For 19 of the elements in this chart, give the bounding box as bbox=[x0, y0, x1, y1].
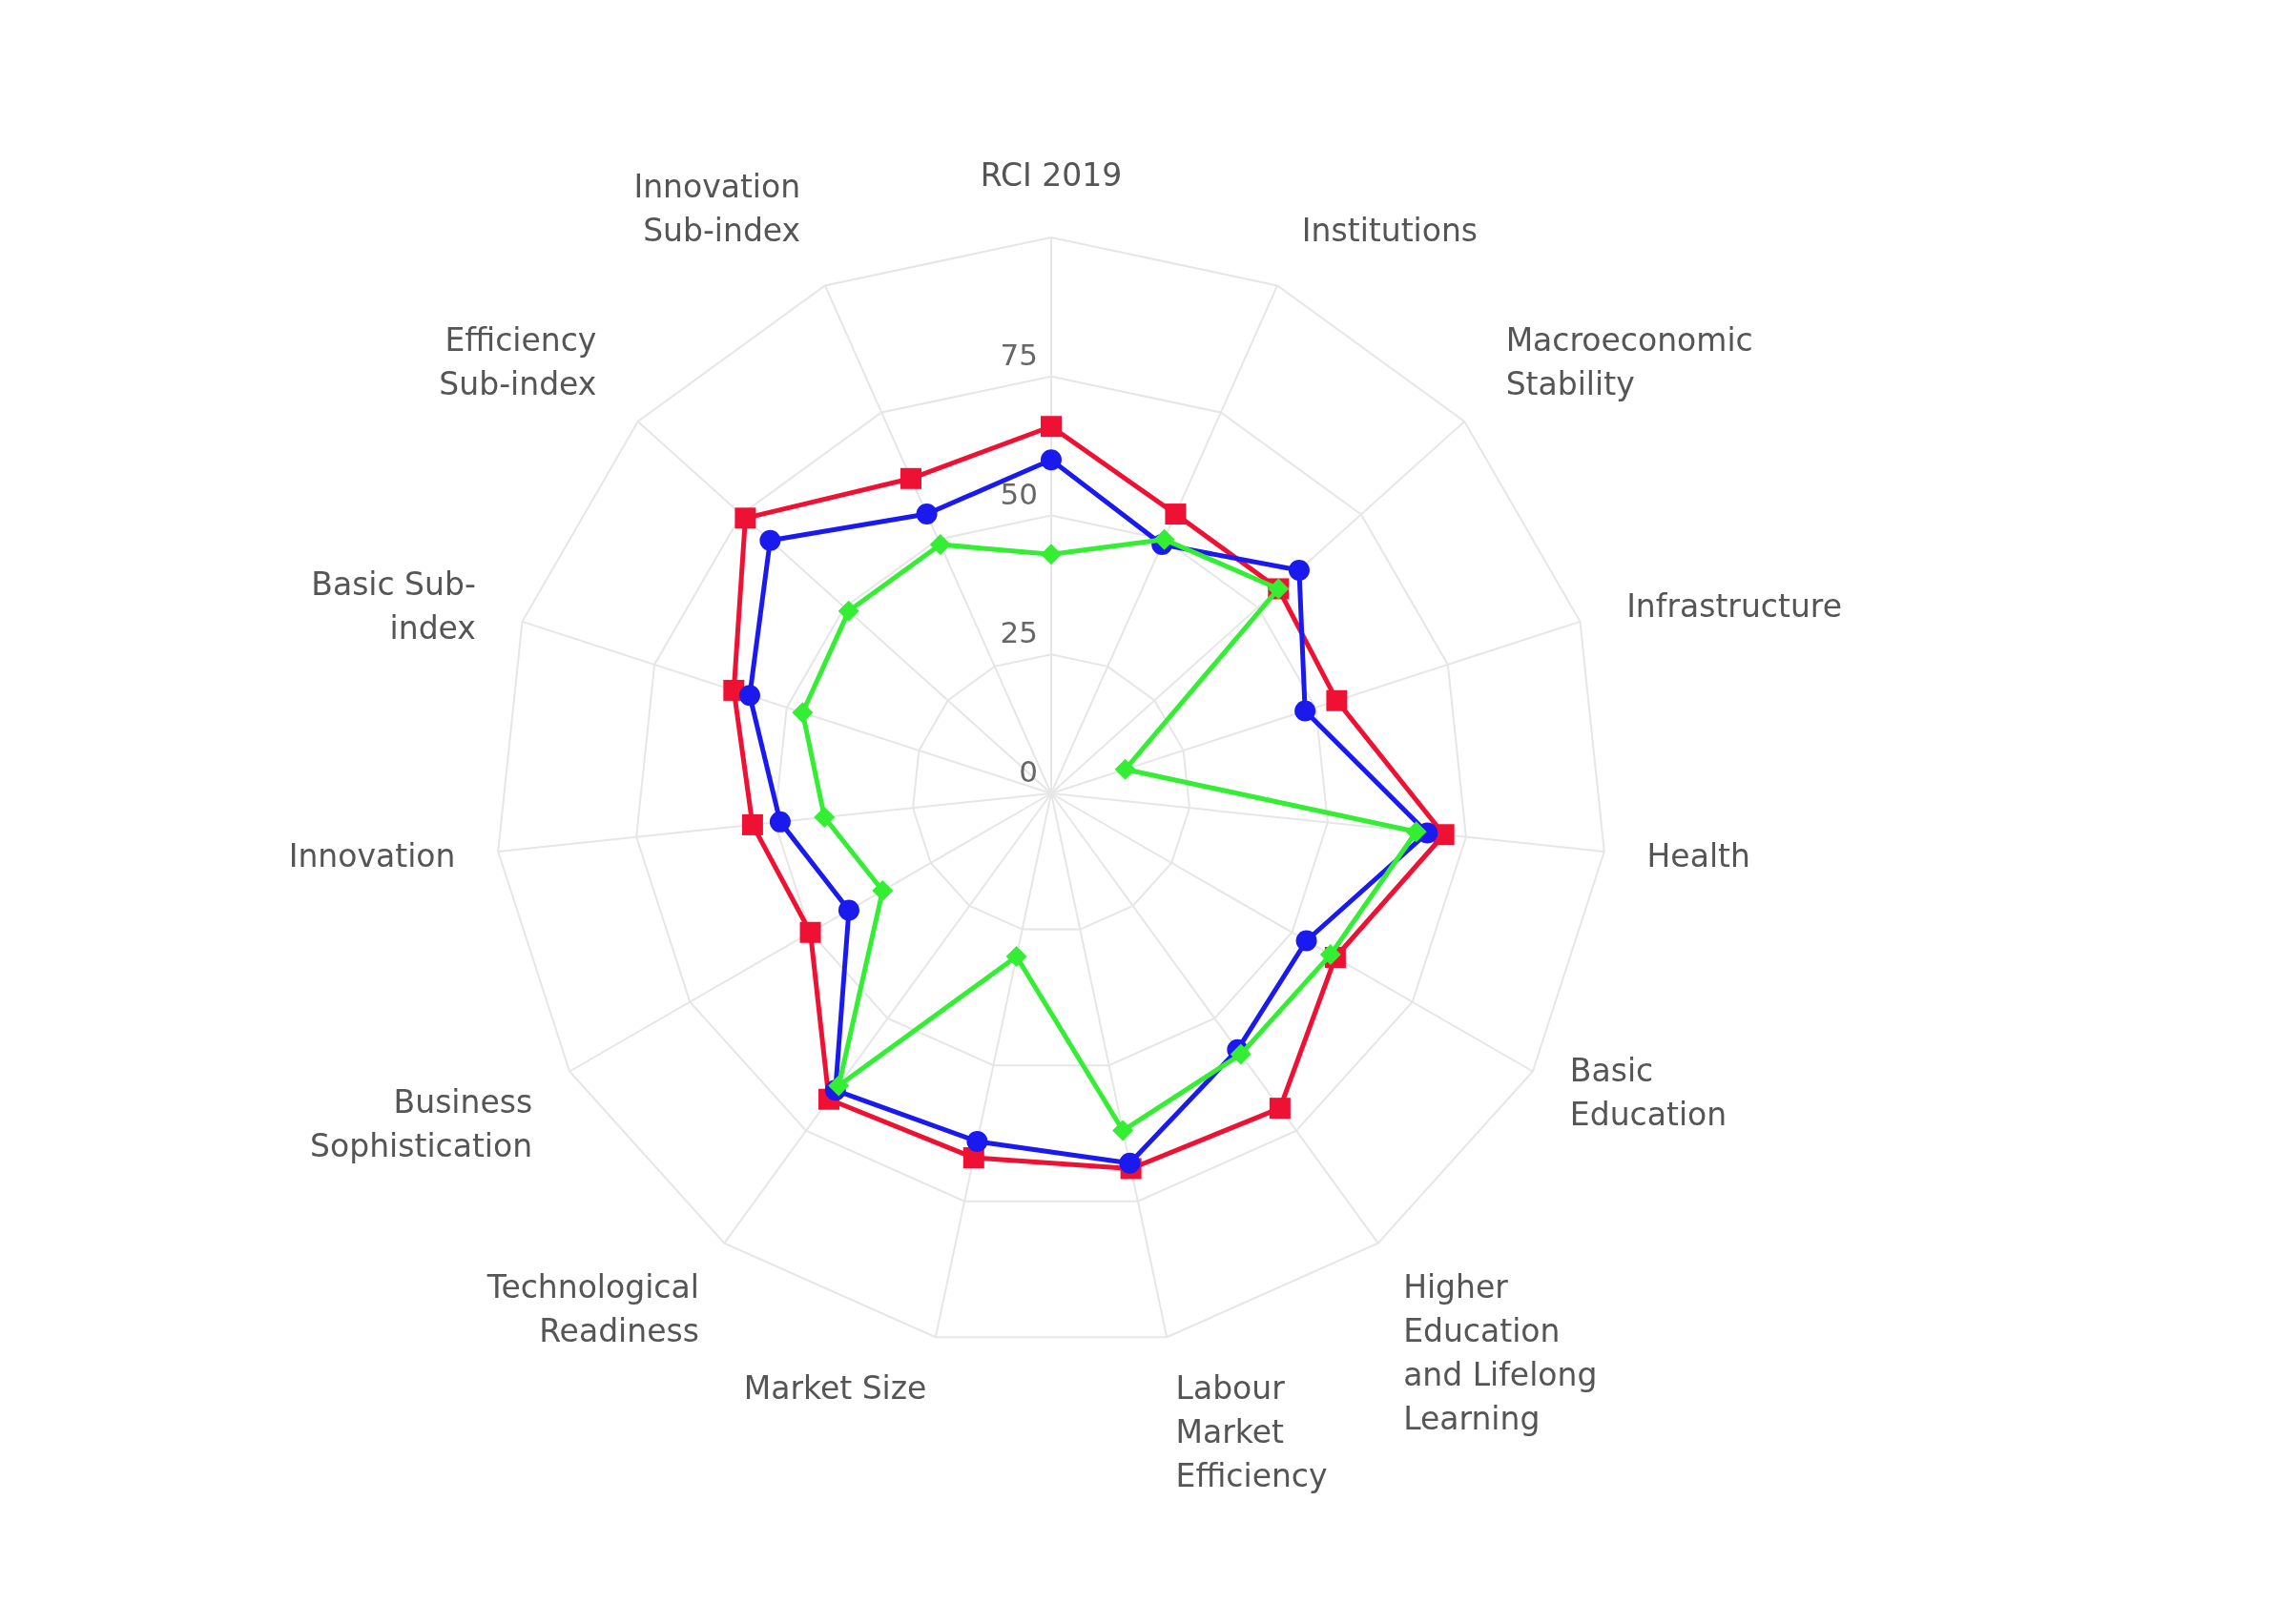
y-tick-label: 50 bbox=[1000, 476, 1038, 511]
spoke-label: Innovation bbox=[288, 836, 456, 874]
spoke-label: RCI 2019 bbox=[980, 156, 1123, 194]
spoke-label: Business Sophistication bbox=[310, 1083, 533, 1164]
spoke-label: Market Size bbox=[743, 1369, 927, 1408]
spoke-label: Basic Education bbox=[1569, 1052, 1727, 1133]
spoke-label: Basic Sub-index bbox=[311, 565, 476, 648]
spoke-label: Higher Education and Lifelong Learning bbox=[1403, 1268, 1598, 1438]
spoke-label: Innovation Sub-index bbox=[633, 167, 801, 249]
spoke-label: Health bbox=[1646, 836, 1750, 874]
y-tick-label: 0 bbox=[1019, 754, 1038, 789]
spoke-label: Labour Market Efficiency bbox=[1175, 1369, 1328, 1495]
spoke-label: Technological Readiness bbox=[486, 1268, 699, 1350]
spoke-label: Institutions bbox=[1301, 211, 1479, 249]
spoke-label: Infrastructure bbox=[1626, 587, 1842, 626]
spoke-label: Macroeconomic Stability bbox=[1505, 320, 1753, 402]
spoke-label: Efficiency Sub-index bbox=[439, 320, 597, 402]
y-tick-label: 75 bbox=[1000, 337, 1038, 372]
y-tick-label: 25 bbox=[1000, 615, 1038, 650]
